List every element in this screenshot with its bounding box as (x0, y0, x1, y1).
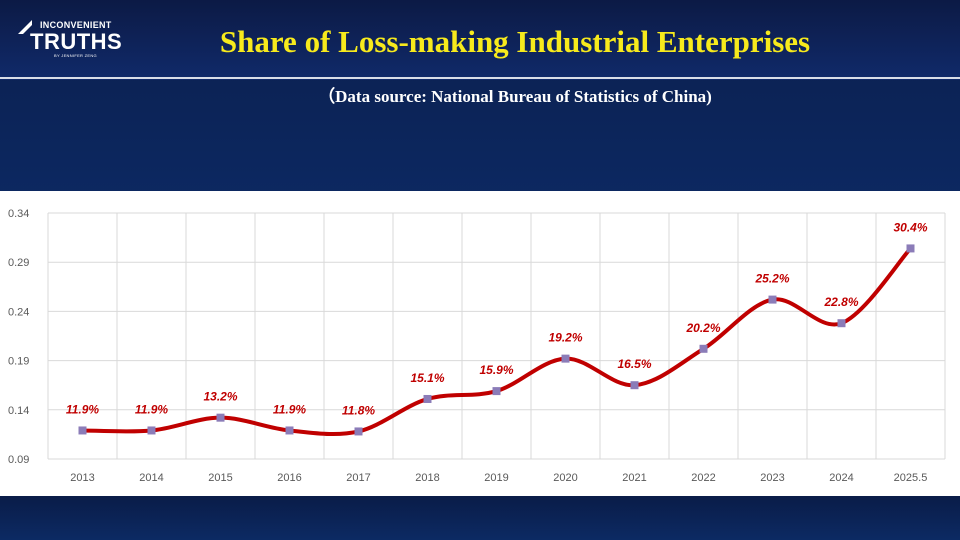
data-label: 15.9% (479, 363, 513, 377)
data-point (78, 426, 87, 435)
logo: INCONVENIENT TRUTHS BY JENNIFER ZENG (16, 20, 122, 60)
data-label: 30.4% (893, 220, 927, 234)
data-label: 11.9% (66, 402, 99, 416)
data-point (561, 354, 570, 363)
x-tick-label: 2017 (346, 472, 370, 484)
y-tick-label: 0.29 (8, 257, 29, 269)
x-tick-label: 2025.5 (894, 472, 928, 484)
data-point (354, 427, 363, 436)
data-point (699, 344, 708, 353)
data-point (768, 295, 777, 304)
data-label: 22.8% (823, 295, 858, 309)
y-tick-label: 0.24 (8, 306, 29, 318)
x-tick-label: 2013 (70, 472, 94, 484)
y-tick-label: 0.09 (8, 454, 29, 466)
header-band (0, 0, 960, 80)
footer-band (0, 496, 960, 540)
y-tick-label: 0.19 (8, 356, 29, 368)
data-point (630, 381, 639, 390)
x-tick-label: 2023 (760, 472, 784, 484)
data-label: 20.2% (685, 321, 720, 335)
data-point (147, 426, 156, 435)
y-tick-label: 0.34 (8, 208, 29, 220)
x-tick-label: 2016 (277, 472, 301, 484)
data-point (216, 413, 225, 422)
data-label: 11.9% (273, 402, 306, 416)
data-label: 11.9% (135, 402, 168, 416)
data-label: 11.8% (342, 403, 375, 417)
chart-panel: 0.09 0.14 0.19 0.24 0.29 0.34 2013 2014 2015 2016… (0, 191, 960, 496)
data-label: 13.2% (203, 390, 237, 404)
x-tick-label: 2020 (553, 472, 577, 484)
x-tick-label: 2018 (415, 472, 439, 484)
x-tick-label: 2021 (622, 472, 646, 484)
x-tick-label: 2022 (691, 472, 715, 484)
y-tick-label: 0.14 (8, 405, 29, 417)
logo-line-2: TRUTHS (30, 29, 123, 54)
data-point (837, 319, 846, 328)
header-divider (0, 77, 960, 79)
data-point (423, 394, 432, 403)
data-label: 16.5% (617, 357, 651, 371)
line-chart: 0.09 0.14 0.19 0.24 0.29 0.34 2013 2014 2015 2016… (8, 208, 946, 484)
data-label: 15.1% (410, 371, 444, 385)
data-point (906, 244, 915, 253)
data-point (285, 426, 294, 435)
x-tick-label: 2014 (139, 472, 163, 484)
x-tick-label: 2024 (829, 472, 853, 484)
page-title: Share of Loss-making Industrial Enterpri… (219, 24, 811, 59)
x-tick-label: 2015 (208, 472, 232, 484)
page-subtitle: （Data source: National Bureau of Statist… (318, 87, 712, 106)
logo-mark-icon (18, 20, 32, 34)
data-label: 25.2% (754, 272, 789, 286)
logo-line-3: BY JENNIFER ZENG (54, 53, 97, 58)
data-label: 19.2% (548, 331, 582, 345)
logo-line-1: INCONVENIENT (40, 20, 112, 30)
x-tick-label: 2019 (484, 472, 508, 484)
data-point (492, 387, 501, 396)
